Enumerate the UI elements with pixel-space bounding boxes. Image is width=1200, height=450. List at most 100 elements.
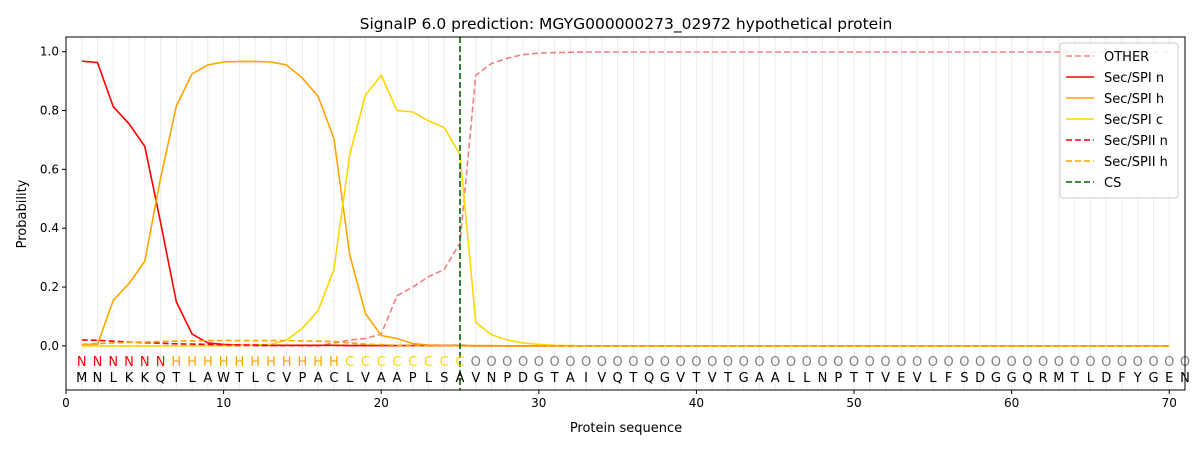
residue-label: T [849,371,858,386]
residue-label: N [818,371,828,386]
region-label: O [471,355,481,370]
y-axis-ticks: 0.0 0.2 0.4 0.6 0.8 1.0 [40,45,66,353]
region-label: O [1148,355,1158,370]
region-label: O [802,355,812,370]
region-label: H [298,355,308,370]
region-label: O [912,355,922,370]
region-label: O [581,355,591,370]
region-label: O [1164,355,1174,370]
residue-label: A [566,371,575,386]
y-tick-label: 0.2 [40,280,59,294]
region-label: O [486,355,496,370]
residue-label: T [723,371,732,386]
residue-label: M [1053,371,1064,386]
residue-label: I [584,371,588,386]
y-tick-label: 1.0 [40,45,59,59]
plot-frame [65,36,1186,391]
residue-label: V [471,371,480,386]
residue-label: Y [1133,371,1142,386]
legend: OTHER Sec/SPI n Sec/SPI h Sec/SPI c Sec/SPII… [1059,42,1179,199]
residue-label: G [660,371,670,386]
region-label: O [928,355,938,370]
residue-label: D [975,371,985,386]
legend-label: Sec/SPI h [1104,92,1164,107]
legend-label: OTHER [1104,50,1149,65]
residue-label: N [93,371,103,386]
residue-label: S [440,371,448,386]
residue-label: V [676,371,685,386]
residue-label: S [960,371,968,386]
residue-label: G [739,371,749,386]
region-label: O [896,355,906,370]
residue-label: P [834,371,842,386]
region-label: C [408,355,417,370]
region-label: O [1022,355,1032,370]
region-label: O [660,355,670,370]
legend-label: Sec/SPII h [1104,155,1168,170]
region-label: O [707,355,717,370]
residue-label: V [708,371,717,386]
region-label: O [1038,355,1048,370]
residue-label: R [1039,371,1048,386]
residue-label: G [1007,371,1017,386]
legend-label: Sec/SPII n [1104,134,1168,149]
residue-label: A [393,371,402,386]
region-label: H [313,355,323,370]
residue-label: D [518,371,528,386]
residue-label: V [913,371,922,386]
region-label: O [975,355,985,370]
residue-label: A [377,371,386,386]
region-label: C [440,355,449,370]
residue-label: Q [644,371,654,386]
residue-label: Q [1022,371,1032,386]
residue-label: M [76,371,87,386]
x-tick-label: 0 [62,396,70,410]
residue-label: L [346,371,354,386]
residue-label: A [456,371,465,386]
series-line-sec-spii-h [81,339,1170,347]
series-layer [81,51,1170,347]
region-label: H [282,355,292,370]
residue-label: A [314,371,323,386]
vertical-grid [81,37,1186,390]
x-tick-label: 40 [689,396,704,410]
x-tick-label: 70 [1162,396,1177,410]
legend-box [1059,42,1179,199]
region-label: H [219,355,229,370]
region-label: O [676,355,686,370]
region-label: C [377,355,386,370]
region-label: O [1054,355,1064,370]
region-label: O [1117,355,1127,370]
residue-label: L [803,371,811,386]
residue-label: P [409,371,417,386]
region-label: H [171,355,181,370]
residue-label: T [550,371,559,386]
legend-label: Sec/SPI n [1104,71,1164,86]
residue-label: T [628,371,637,386]
region-label: H [329,355,339,370]
residue-label: A [203,371,212,386]
region-label: O [1133,355,1143,370]
region-label: O [565,355,575,370]
region-label: N [93,355,103,370]
residue-label: C [329,371,338,386]
residue-label: P [298,371,306,386]
y-tick-label: 0.0 [40,339,59,353]
residue-label: A [771,371,780,386]
region-label: C [424,355,433,370]
region-label: O [1085,355,1095,370]
region-label: H [187,355,197,370]
residue-label: V [282,371,291,386]
y-axis-label: Probability [15,179,30,248]
x-tick-label: 10 [216,396,231,410]
chart-title: SignalP 6.0 prediction: MGYG000000273_02… [360,15,893,34]
residue-label: W [217,371,230,386]
region-label: O [613,355,623,370]
legend-label: CS [1104,176,1121,191]
region-label: O [597,355,607,370]
region-label: N [156,355,166,370]
residue-label: L [110,371,118,386]
legend-label: Sec/SPI c [1104,113,1163,128]
region-label: O [1101,355,1111,370]
